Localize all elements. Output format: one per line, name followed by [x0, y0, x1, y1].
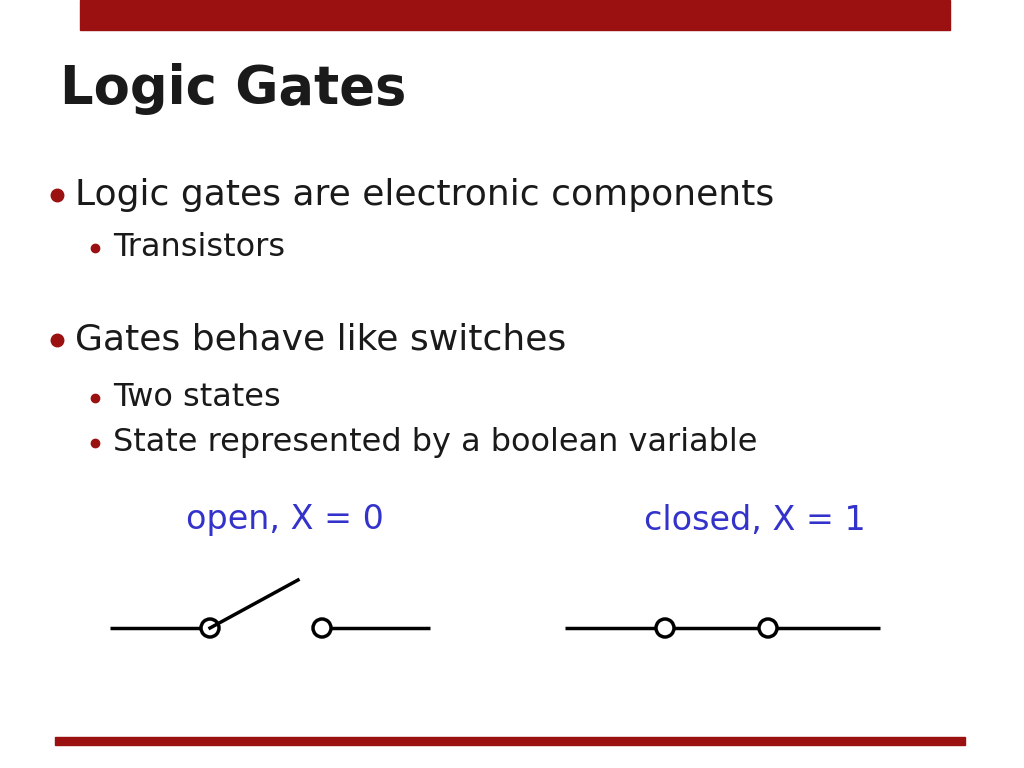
Bar [80, 0, 950, 30]
Text: closed, X = 1: closed, X = 1 [644, 504, 866, 537]
Text: State represented by a boolean variable: State represented by a boolean variable [113, 428, 758, 458]
Text: Logic gates are electronic components: Logic gates are electronic components [75, 178, 774, 212]
Text: Transistors: Transistors [113, 233, 285, 263]
Text: Logic Gates: Logic Gates [60, 63, 407, 115]
Text: Two states: Two states [113, 382, 281, 413]
Text: Gates behave like switches: Gates behave like switches [75, 323, 566, 357]
Bar [55, 737, 965, 745]
Text: open, X = 0: open, X = 0 [186, 504, 384, 537]
